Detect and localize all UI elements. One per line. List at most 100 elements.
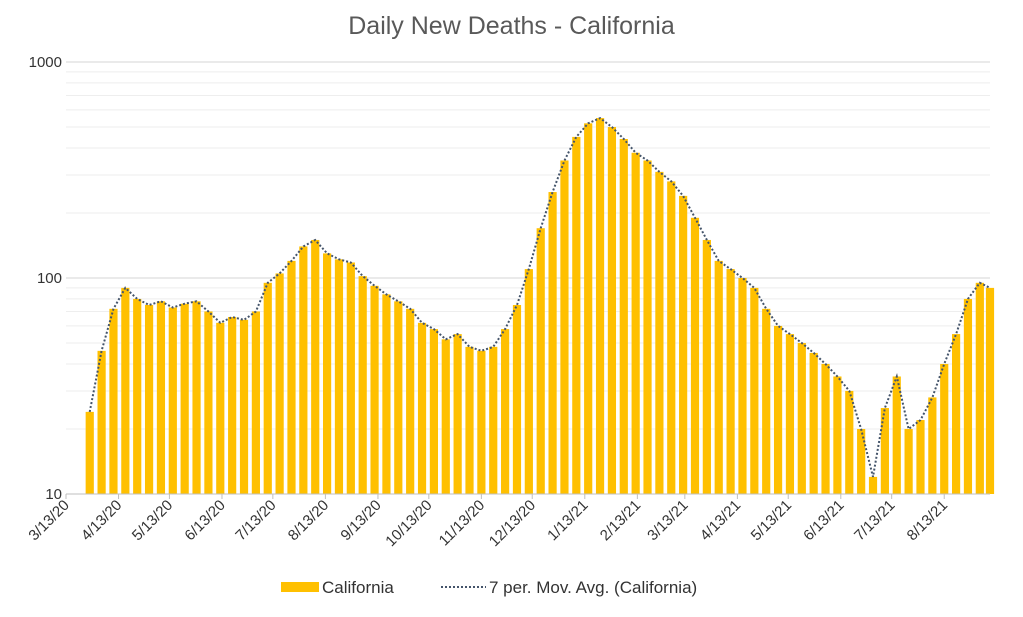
bar-mark [940, 363, 949, 494]
bar-mark [868, 476, 878, 494]
bar-mark [762, 308, 771, 494]
bar-mark [833, 376, 842, 494]
bar-mark [299, 246, 308, 494]
bar-mark [417, 322, 427, 494]
bar-mark [975, 282, 984, 494]
moving-average-line [88, 116, 991, 478]
bar-mark [85, 411, 94, 494]
bar-mark [750, 287, 759, 494]
x-tick-label: 8/13/20 [285, 497, 332, 544]
bar-mark [951, 334, 961, 494]
bar-mark [334, 259, 344, 494]
bar-mark [631, 152, 640, 495]
bar-mark [690, 217, 700, 494]
bar-mark [263, 282, 272, 494]
bar-mark [239, 319, 249, 494]
bar-mark [322, 253, 332, 494]
bar-mark [394, 301, 403, 494]
x-tick-label: 6/13/21 [800, 497, 847, 544]
bar-mark [192, 301, 201, 494]
bar-mark [572, 136, 581, 494]
bar-mark [702, 239, 711, 494]
bar-mark [216, 322, 225, 494]
bar-mark [133, 298, 142, 494]
bar-mark [406, 308, 415, 494]
bar-mark [985, 287, 995, 494]
bar-mark [679, 195, 688, 494]
legend-swatch-bar [281, 582, 319, 592]
bar-mark [358, 276, 367, 494]
x-tick-label: 8/13/21 [904, 497, 951, 544]
y-tick-label: 100 [37, 270, 62, 287]
x-tick-label: 9/13/20 [337, 497, 384, 544]
bar-mark [429, 329, 438, 494]
bar-mark [607, 127, 617, 495]
bar-mark [536, 228, 545, 495]
bar-mark [928, 397, 937, 494]
bar-mark [845, 390, 854, 494]
bar-mark [512, 304, 522, 494]
bar-mark [228, 316, 237, 494]
bar-mark [311, 239, 320, 494]
bar-mark [180, 303, 189, 494]
bar-mark [144, 304, 154, 494]
bar-mark [524, 269, 533, 494]
x-tick-label: 3/13/20 [25, 497, 72, 544]
bar-mark [346, 262, 355, 494]
bar-mark [963, 298, 973, 494]
x-tick-label: 5/13/20 [129, 497, 176, 544]
legend-label-bar: California [322, 578, 394, 597]
bar-mark [370, 285, 379, 494]
bar-mark [619, 139, 628, 494]
x-tick-label: 6/13/20 [181, 497, 228, 544]
legend: California 7 per. Mov. Avg. (California) [281, 578, 697, 597]
x-tick-label: 4/13/21 [697, 497, 744, 544]
bar-mark [714, 260, 723, 494]
bar-mark [857, 428, 866, 494]
bar-mark [156, 301, 166, 494]
bar-mark [287, 260, 296, 494]
y-tick-label: 1000 [29, 54, 62, 71]
bar-mark [441, 339, 450, 494]
bar-mark [204, 311, 213, 494]
bar-mark [168, 307, 177, 494]
bar-mark [797, 343, 806, 494]
moving-average-layer [88, 116, 991, 478]
bar-mark [773, 325, 783, 494]
bar-mark [489, 346, 498, 494]
bar-mark [726, 269, 735, 494]
x-tick-label: 7/13/21 [851, 497, 898, 544]
bar-mark [892, 376, 901, 494]
chart-title: Daily New Deaths - California [348, 12, 675, 40]
bar-mark [382, 294, 391, 494]
bar-mark [465, 346, 474, 494]
bar-mark [785, 334, 795, 494]
bar-mark [821, 363, 830, 494]
bar-mark [560, 160, 569, 494]
bar-mark [595, 118, 605, 494]
bar-mark [584, 123, 593, 495]
x-tick-label: 4/13/20 [78, 497, 125, 544]
bar-mark [477, 350, 486, 494]
x-tick-label: 3/13/21 [644, 497, 691, 544]
bar-mark [809, 352, 818, 494]
bar-mark [655, 171, 664, 494]
bar-mark [121, 287, 130, 494]
bar-mark [667, 181, 676, 494]
x-tick-label: 10/13/20 [382, 497, 435, 550]
bar-mark [738, 278, 747, 494]
legend-label-line: 7 per. Mov. Avg. (California) [489, 578, 697, 597]
x-tick-label: 2/13/21 [597, 497, 644, 544]
bar-mark [904, 428, 913, 494]
x-tick-label: 5/13/21 [748, 497, 795, 544]
bar-mark [275, 273, 284, 494]
y-tick-label: 10 [45, 486, 62, 503]
bar-mark [97, 350, 106, 494]
bar-mark [643, 160, 652, 494]
x-tick-label: 12/13/20 [486, 497, 539, 550]
bar-mark [916, 420, 925, 494]
x-tick-label: 11/13/20 [436, 497, 489, 550]
bar-mark [251, 311, 260, 494]
